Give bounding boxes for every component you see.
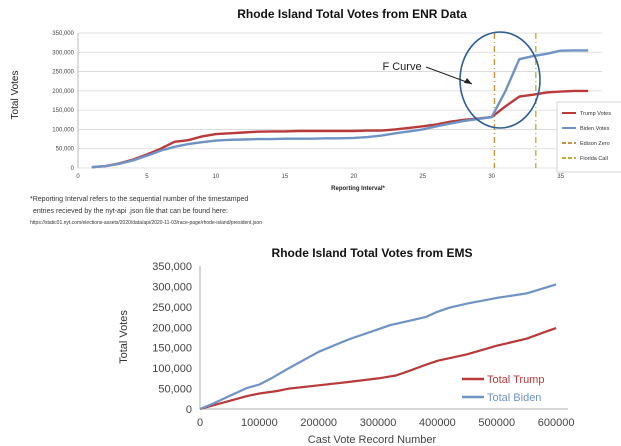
enr-series [92,50,588,167]
enr-legend-label: Florida Call [580,156,608,162]
f-curve-circle [460,32,540,128]
ems-legend-label: Total Biden [487,392,541,404]
f-curve-label: F Curve [382,61,421,73]
ems-x-tick-label: 100000 [241,417,278,429]
enr-y-tick-label: 350,000 [52,31,74,37]
ems-y-tick-label: 300,000 [152,281,192,293]
enr-x-axis-label: Reporting Interval* [331,186,385,192]
enr-legend-label: Trump Votes [580,111,611,117]
ems-y-tick-label: 350,000 [152,261,192,273]
enr-y-tick-label: 200,000 [52,89,74,95]
enr-x-tick-label: 5 [145,174,149,180]
enr-x-tick-label: 35 [557,174,564,180]
enr-chart: Rhode Island Total Votes from ENR Data T… [0,0,621,200]
enr-y-tick-label: 100,000 [52,127,74,133]
enr-legend-label: Edison Zero [580,141,610,147]
ems-x-tick-label: 400000 [419,417,456,429]
ems-chart: Rhode Island Total Votes from EMS Total … [0,232,621,446]
ems-y-tick-label: 200,000 [152,322,192,334]
enr-chart-title: Rhode Island Total Votes from ENR Data [237,7,467,21]
ems-y-ticks: 0 50,000 100,000 150,000 200,000 250,000 300,0… [152,261,192,416]
ems-x-tick-label: 300000 [360,417,397,429]
enr-x-tick-label: 0 [76,174,80,180]
ems-x-axis-label: Cast Vote Record Number [308,434,437,446]
enr-y-tick-label: 250,000 [52,70,74,76]
ems-series-line [200,284,556,409]
enr-y-tick-label: 50,000 [56,147,75,153]
enr-y-ticks: 0 50,000 100,000 150,000 200,000 250,000 300,0… [52,31,74,172]
enr-x-tick-label: 15 [281,174,288,180]
enr-legend: Trump Votes Biden Votes Edison Zero Florida… [557,102,621,172]
enr-x-tick-label: 30 [488,174,495,180]
ems-y-tick-label: 0 [186,404,192,416]
ems-x-tick-label: 500000 [478,417,515,429]
ems-legend: Total Trump Total Biden [462,374,544,404]
enr-y-tick-label: 300,000 [52,50,74,56]
ems-series [200,284,556,409]
enr-x-tick-label: 20 [350,174,357,180]
ems-y-tick-label: 150,000 [152,343,192,355]
ems-legend-label: Total Trump [487,374,544,386]
enr-x-tick-label: 10 [213,174,220,180]
ems-x-tick-label: 200000 [300,417,337,429]
ems-x-tick-label: 600000 [538,417,575,429]
enr-y-tick-label: 0 [71,166,75,172]
ems-y-tick-label: 50,000 [158,384,192,396]
f-curve-arrowhead [464,78,472,84]
ems-chart-title: Rhode Island Total Votes from EMS [272,246,473,260]
ems-y-tick-label: 250,000 [152,302,192,314]
enr-y-tick-label: 150,000 [52,108,74,114]
ems-y-tick-label: 100,000 [152,363,192,375]
enr-legend-label: Biden Votes [580,126,610,132]
ems-x-tick-label: 0 [197,417,203,429]
footnote-line-2: entries recieved by the nyt-api .json fi… [33,208,228,215]
enr-x-tick-label: 25 [419,174,426,180]
enr-x-ticks: 0 5 10 15 20 25 30 35 [76,174,564,180]
enr-series-line [92,50,588,167]
enr-annotation: F Curve [382,32,540,128]
footnote-url: https://static01.nyt.com/elections-asset… [30,220,262,226]
ems-y-axis-label: Total Votes [118,310,130,364]
enr-y-axis-label: Total Votes [10,71,21,120]
footnote-line-1: *Reporting Interval refers to the sequen… [30,196,248,203]
ems-x-ticks: 0 100000 200000 300000 400000 500000 600000 [197,417,575,429]
ems-axes [200,266,568,409]
enr-grid [78,33,602,168]
